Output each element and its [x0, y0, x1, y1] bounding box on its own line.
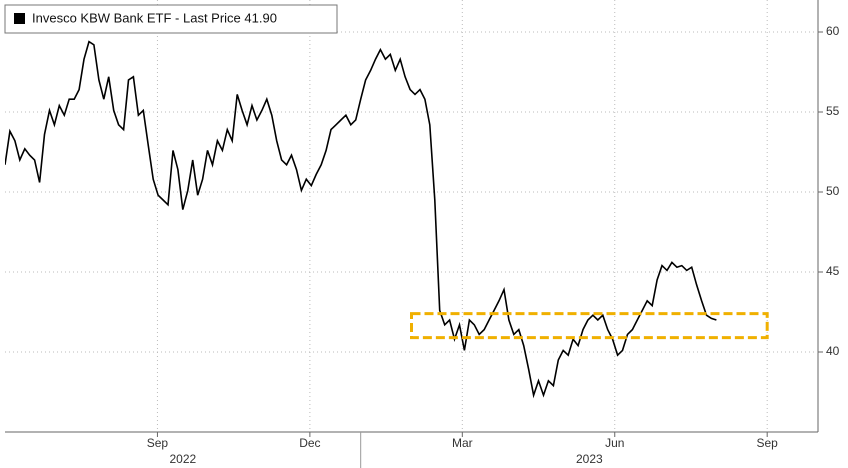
- x-tick-label: Jun: [605, 436, 624, 450]
- y-tick-label: 60: [826, 24, 840, 38]
- y-tick-label: 40: [826, 344, 840, 358]
- legend-box: [4, 4, 338, 34]
- x-year-label: 2023: [576, 452, 603, 466]
- legend: Invesco KBW Bank ETF - Last Price 41.90: [4, 4, 338, 34]
- x-tick-label: Sep: [757, 436, 779, 450]
- highlight-box: [410, 312, 769, 340]
- x-tick-label: Dec: [299, 436, 320, 450]
- y-tick-label: 55: [826, 104, 840, 118]
- x-year-label: 2022: [169, 452, 196, 466]
- x-tick-label: Mar: [452, 436, 473, 450]
- legend-swatch: [14, 13, 25, 24]
- y-tick-label: 45: [826, 264, 840, 278]
- y-tick-label: 50: [826, 184, 840, 198]
- line-series: [5, 40, 717, 399]
- x-tick-label: Sep: [147, 436, 169, 450]
- legend-label: Invesco KBW Bank ETF - Last Price 41.90: [32, 10, 277, 25]
